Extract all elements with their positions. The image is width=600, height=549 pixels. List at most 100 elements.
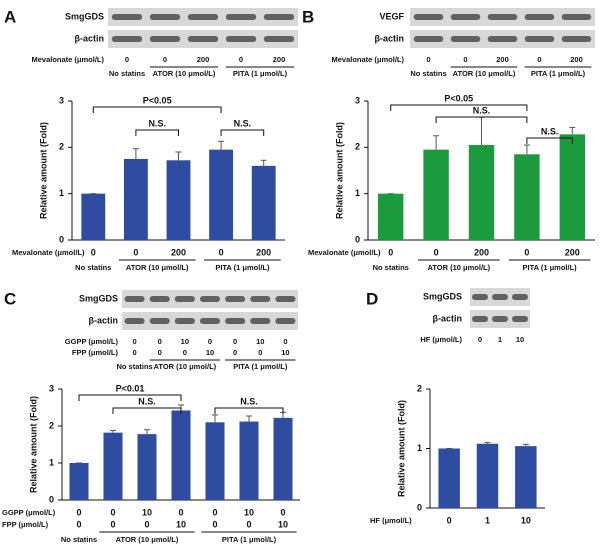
band-label: SmgGDS bbox=[79, 293, 118, 303]
x-group-label: PITA (1 μmol/L) bbox=[523, 263, 578, 272]
y-tick-label: 2 bbox=[49, 420, 54, 430]
blot-group-label: No statins bbox=[109, 69, 145, 78]
bar bbox=[205, 422, 225, 500]
x-row-value: 0 bbox=[178, 507, 183, 517]
x-row-value: 0 bbox=[246, 519, 251, 529]
blot-row-value: 1 bbox=[498, 335, 502, 344]
significance-label: P<0.05 bbox=[444, 93, 473, 103]
x-row-value: 0 bbox=[280, 507, 285, 517]
blot-band bbox=[263, 14, 295, 20]
blot-row-value: 10 bbox=[181, 337, 189, 346]
x-group-label: PITA (1 μmol/L) bbox=[215, 263, 270, 272]
x-row-value: 10 bbox=[278, 519, 288, 529]
significance-bracket bbox=[435, 116, 528, 123]
y-axis-label: Relative amount (Fold) bbox=[334, 122, 344, 219]
bar bbox=[251, 165, 276, 240]
blot-row-value: 200 bbox=[496, 55, 509, 64]
x-row-label: FPP (μmol/L) bbox=[2, 520, 49, 529]
panel-letter: C bbox=[4, 289, 16, 308]
blot-row-value: 200 bbox=[570, 55, 583, 64]
blot-band bbox=[250, 296, 271, 302]
x-row-value: 0 bbox=[212, 519, 217, 529]
blot-band bbox=[124, 318, 145, 324]
blot-group-label: PITA (1 μmol/L) bbox=[233, 69, 288, 78]
x-row-value: 10 bbox=[142, 507, 152, 517]
blot-band bbox=[472, 316, 488, 322]
x-row-value: 0 bbox=[219, 247, 224, 257]
bar bbox=[69, 463, 89, 500]
band-label: SmgGDS bbox=[423, 291, 462, 301]
blot-row-value: 10 bbox=[281, 348, 289, 357]
x-row-value: 200 bbox=[565, 247, 580, 257]
blot-group-label: PITA (1 μmol/L) bbox=[531, 69, 586, 78]
x-group-label: No statins bbox=[373, 263, 409, 272]
x-row-value: 0 bbox=[447, 515, 452, 525]
band-label: SmgGDS bbox=[65, 11, 104, 21]
y-tick-label: 2 bbox=[355, 142, 360, 152]
blot-group-label: No statins bbox=[116, 362, 152, 371]
band-label: VEGF bbox=[379, 11, 404, 21]
significance-label: N.S. bbox=[541, 126, 559, 136]
x-row-value: 10 bbox=[244, 507, 254, 517]
significance-bracket bbox=[220, 129, 265, 136]
blot-row-value: 0 bbox=[125, 55, 129, 64]
bar bbox=[476, 443, 499, 508]
blot-row-value: 0 bbox=[132, 348, 136, 357]
blot-row-value: 0 bbox=[208, 337, 212, 346]
y-axis-label: Relative amount (Fold) bbox=[38, 122, 48, 219]
blot-band bbox=[524, 36, 555, 42]
blot-band bbox=[413, 14, 444, 20]
significance-bracket bbox=[390, 104, 528, 111]
blot-group-label: No statins bbox=[410, 69, 446, 78]
blot-row-value: 0 bbox=[158, 348, 162, 357]
y-tick-label: 1 bbox=[417, 443, 422, 453]
significance-label: P<0.05 bbox=[143, 95, 172, 105]
blot-band bbox=[174, 296, 195, 302]
blot-row-value: 0 bbox=[283, 337, 287, 346]
x-row-value: 0 bbox=[133, 247, 138, 257]
blot-band bbox=[225, 14, 257, 20]
significance-bracket bbox=[135, 129, 179, 136]
y-tick-label: 3 bbox=[49, 383, 54, 393]
x-group-label: PITA (1 μmol/L) bbox=[222, 535, 277, 544]
band-label: β-actin bbox=[375, 33, 405, 43]
x-row-value: 0 bbox=[91, 247, 96, 257]
blot-band bbox=[149, 318, 170, 324]
blot-band bbox=[263, 36, 295, 42]
blot-row-value: 0 bbox=[233, 348, 237, 357]
x-row-label: Mevalonate (μmol/L) bbox=[308, 248, 381, 257]
blot-row-label: Mevalonate (μmol/L) bbox=[31, 55, 104, 64]
bar bbox=[166, 160, 191, 240]
blot-band bbox=[450, 36, 481, 42]
significance-bracket bbox=[78, 394, 182, 401]
x-group-label: ATOR (10 μmol/L) bbox=[126, 263, 189, 272]
x-row-label: Mevalonate (μmol/L) bbox=[12, 248, 85, 257]
y-tick-label: 0 bbox=[417, 502, 422, 512]
x-group-label: No statins bbox=[75, 263, 111, 272]
bar bbox=[468, 145, 495, 240]
significance-label: P<0.01 bbox=[116, 383, 145, 393]
x-row-value: 10 bbox=[521, 515, 531, 525]
blot-band bbox=[174, 318, 195, 324]
blot-band bbox=[561, 14, 592, 20]
x-row-value: 0 bbox=[212, 507, 217, 517]
y-tick-label: 0 bbox=[59, 234, 64, 244]
blot-row-value: 0 bbox=[239, 55, 243, 64]
significance-bracket bbox=[92, 106, 222, 113]
significance-label: N.S. bbox=[240, 396, 258, 406]
bar bbox=[171, 410, 191, 500]
bar bbox=[123, 158, 148, 240]
blot-band bbox=[524, 14, 555, 20]
significance-label: N.S. bbox=[138, 396, 156, 406]
blot-band bbox=[413, 36, 444, 42]
blot-row-value: 0 bbox=[233, 337, 237, 346]
x-row-value: 0 bbox=[76, 507, 81, 517]
blot-band bbox=[199, 296, 221, 302]
blot-group-label: ATOR (10 μmol/L) bbox=[153, 69, 216, 78]
blot-row-value: 0 bbox=[463, 55, 467, 64]
bar bbox=[239, 421, 259, 500]
y-tick-label: 2 bbox=[417, 383, 422, 393]
blot-band bbox=[124, 296, 145, 302]
x-row-value: 200 bbox=[474, 247, 489, 257]
